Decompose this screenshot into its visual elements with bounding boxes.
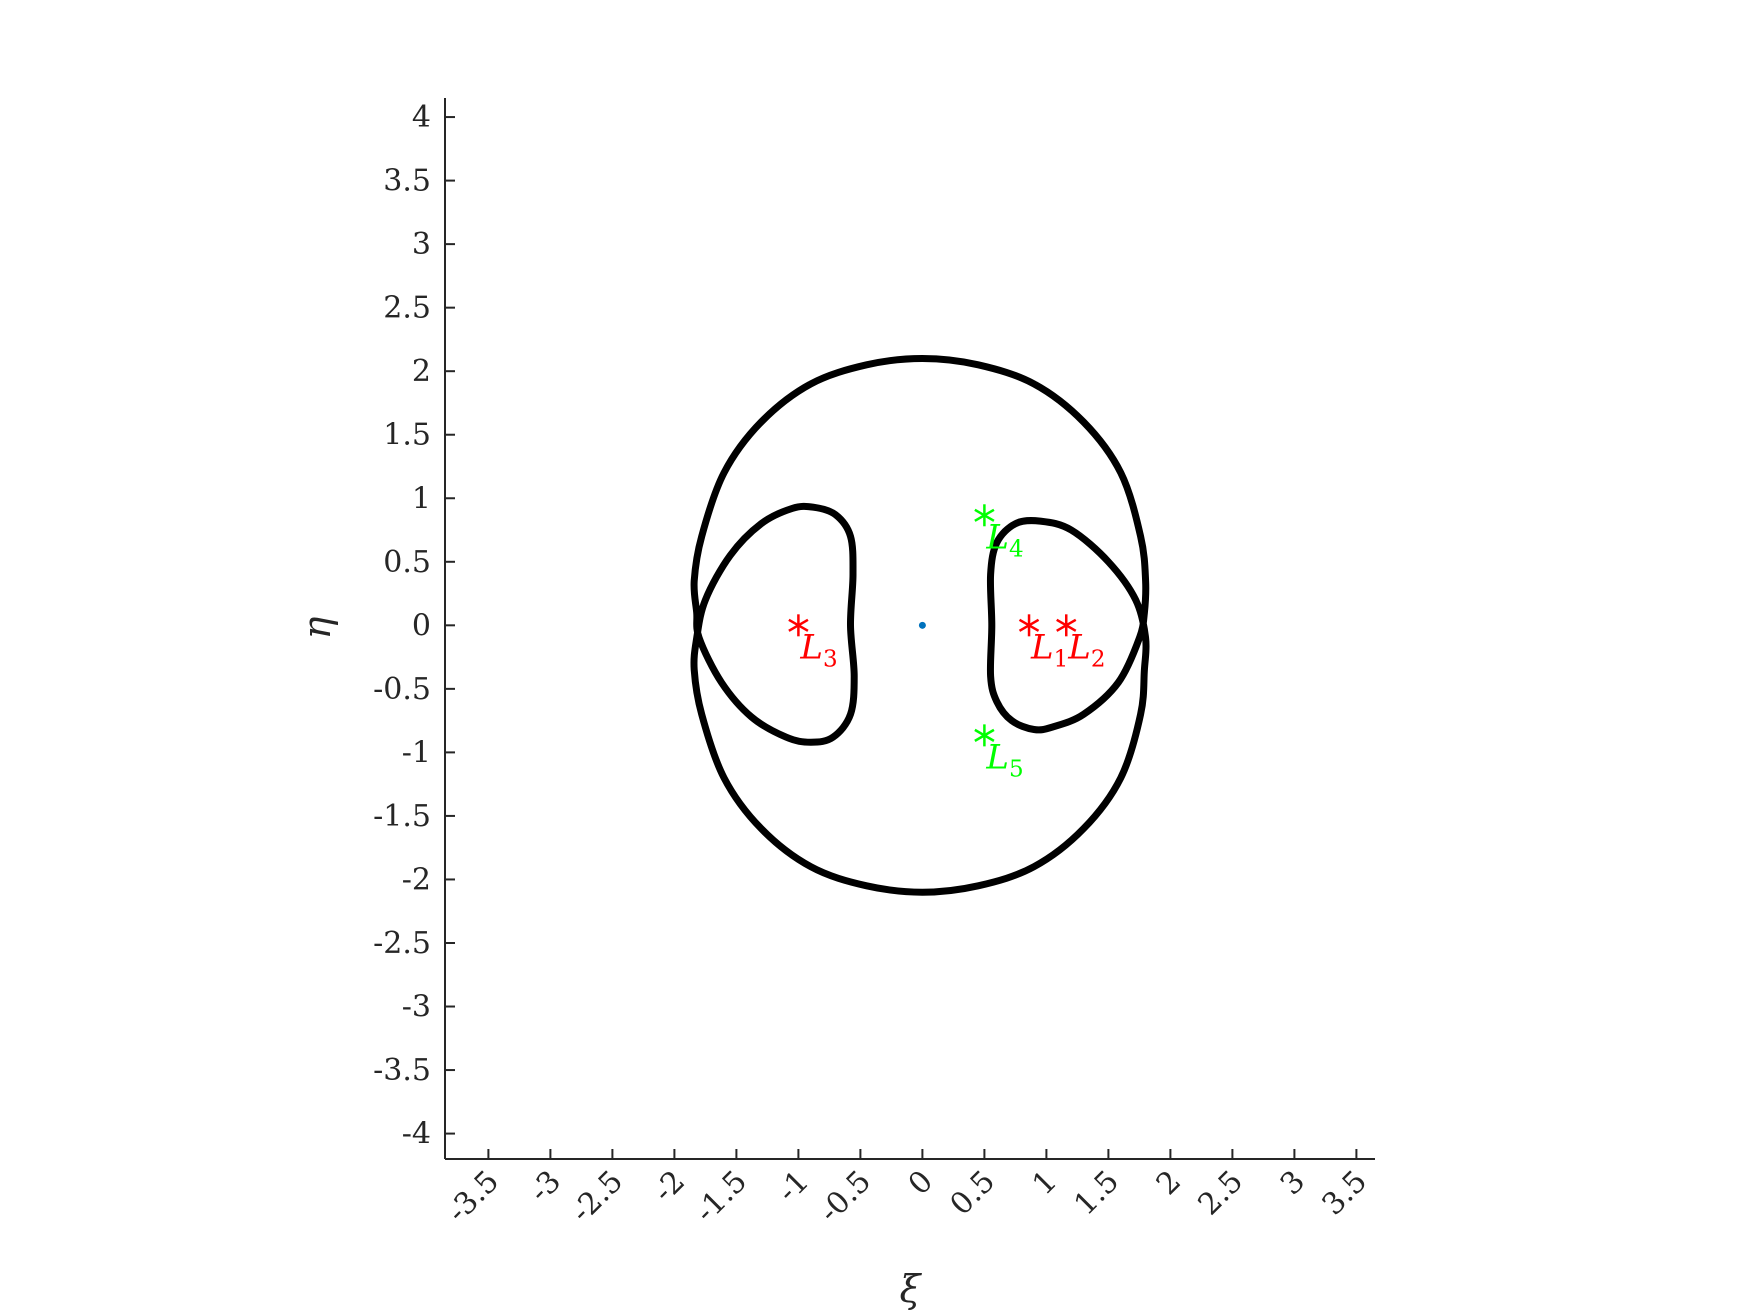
x-ticks: -3.5 -3-2.5 -2-1.5 -1-0.5 0 0.5 1 1.5 2 2.5 3 3.5 bbox=[440, 1149, 1374, 1230]
point-marker-stroke bbox=[788, 618, 809, 632]
x-tick-label: 0 bbox=[902, 1164, 940, 1202]
y-tick-label: 1 bbox=[412, 481, 431, 516]
lagrange-points: L1 L2 L3 L4 L5 bbox=[788, 504, 1105, 782]
center-point bbox=[918, 621, 926, 629]
y-tick-label: -2.5 bbox=[373, 926, 431, 961]
lagrange-point-L3: L3 bbox=[788, 614, 838, 672]
y-tick-label: -2 bbox=[402, 862, 431, 897]
point-label: L2 bbox=[1067, 627, 1105, 672]
y-tick-label: 2 bbox=[412, 354, 431, 389]
lagrange-point-L4: L4 bbox=[974, 504, 1024, 562]
x-tick-label: -1 bbox=[771, 1164, 816, 1209]
x-tick-label: 1 bbox=[1026, 1164, 1064, 1202]
x-tick-label: -1.5 bbox=[688, 1164, 754, 1230]
y-axis-title: η bbox=[295, 616, 339, 639]
y-tick-label: 3 bbox=[412, 227, 431, 262]
x-tick-label: 3 bbox=[1274, 1164, 1312, 1202]
y-tick-label: -3.5 bbox=[373, 1053, 431, 1088]
y-tick-label: 2.5 bbox=[383, 291, 431, 326]
point-label: L1 bbox=[1030, 627, 1068, 672]
point-marker-stroke bbox=[974, 508, 995, 522]
x-tick-label: -2.5 bbox=[564, 1164, 630, 1230]
x-tick-label: -0.5 bbox=[812, 1164, 878, 1230]
y-tick-label: 3.5 bbox=[383, 164, 431, 199]
point-marker-stroke bbox=[1056, 618, 1077, 632]
y-tick-label: -0.5 bbox=[373, 672, 431, 707]
point-marker-stroke bbox=[974, 728, 995, 742]
lagrange-point-L2: L2 bbox=[1056, 614, 1105, 672]
y-tick-label: 4 bbox=[412, 100, 431, 135]
lagrange-point-L5: L5 bbox=[974, 724, 1024, 782]
x-tick-label: 3.5 bbox=[1316, 1164, 1374, 1222]
x-tick-label: 2.5 bbox=[1192, 1164, 1250, 1222]
x-tick-label: 1.5 bbox=[1068, 1164, 1126, 1222]
contour-curve-0 bbox=[690, 355, 1150, 896]
y-tick-label: 0.5 bbox=[383, 545, 431, 580]
point-label: L5 bbox=[985, 737, 1023, 782]
y-ticks: -4 -3.5 -3 -2.5 -2 -1.5 -1 -0.5 0 0.5 1 1.5 2 2.5 3 3.5… bbox=[373, 100, 455, 1152]
y-tick-label: 1.5 bbox=[383, 418, 431, 453]
x-tick-label: 2 bbox=[1150, 1164, 1188, 1202]
y-tick-label: -4 bbox=[402, 1117, 431, 1152]
contour-curves bbox=[690, 355, 1150, 896]
lagrange-point-L1: L1 bbox=[1018, 614, 1068, 672]
point-label: L3 bbox=[799, 627, 837, 672]
y-tick-label: -1.5 bbox=[373, 799, 431, 834]
x-tick-label: -3 bbox=[523, 1164, 568, 1209]
x-tick-label: -3.5 bbox=[440, 1164, 506, 1230]
y-tick-label: -1 bbox=[402, 735, 431, 770]
x-tick-label: 0.5 bbox=[944, 1164, 1002, 1222]
point-marker-stroke bbox=[1018, 618, 1040, 632]
x-tick-label: -2 bbox=[647, 1164, 692, 1209]
axes bbox=[444, 98, 1375, 1160]
y-tick-label: 0 bbox=[412, 608, 431, 643]
x-axis-title: ξ bbox=[900, 1267, 923, 1311]
y-tick-label: -3 bbox=[402, 990, 431, 1025]
point-label: L4 bbox=[985, 517, 1023, 562]
